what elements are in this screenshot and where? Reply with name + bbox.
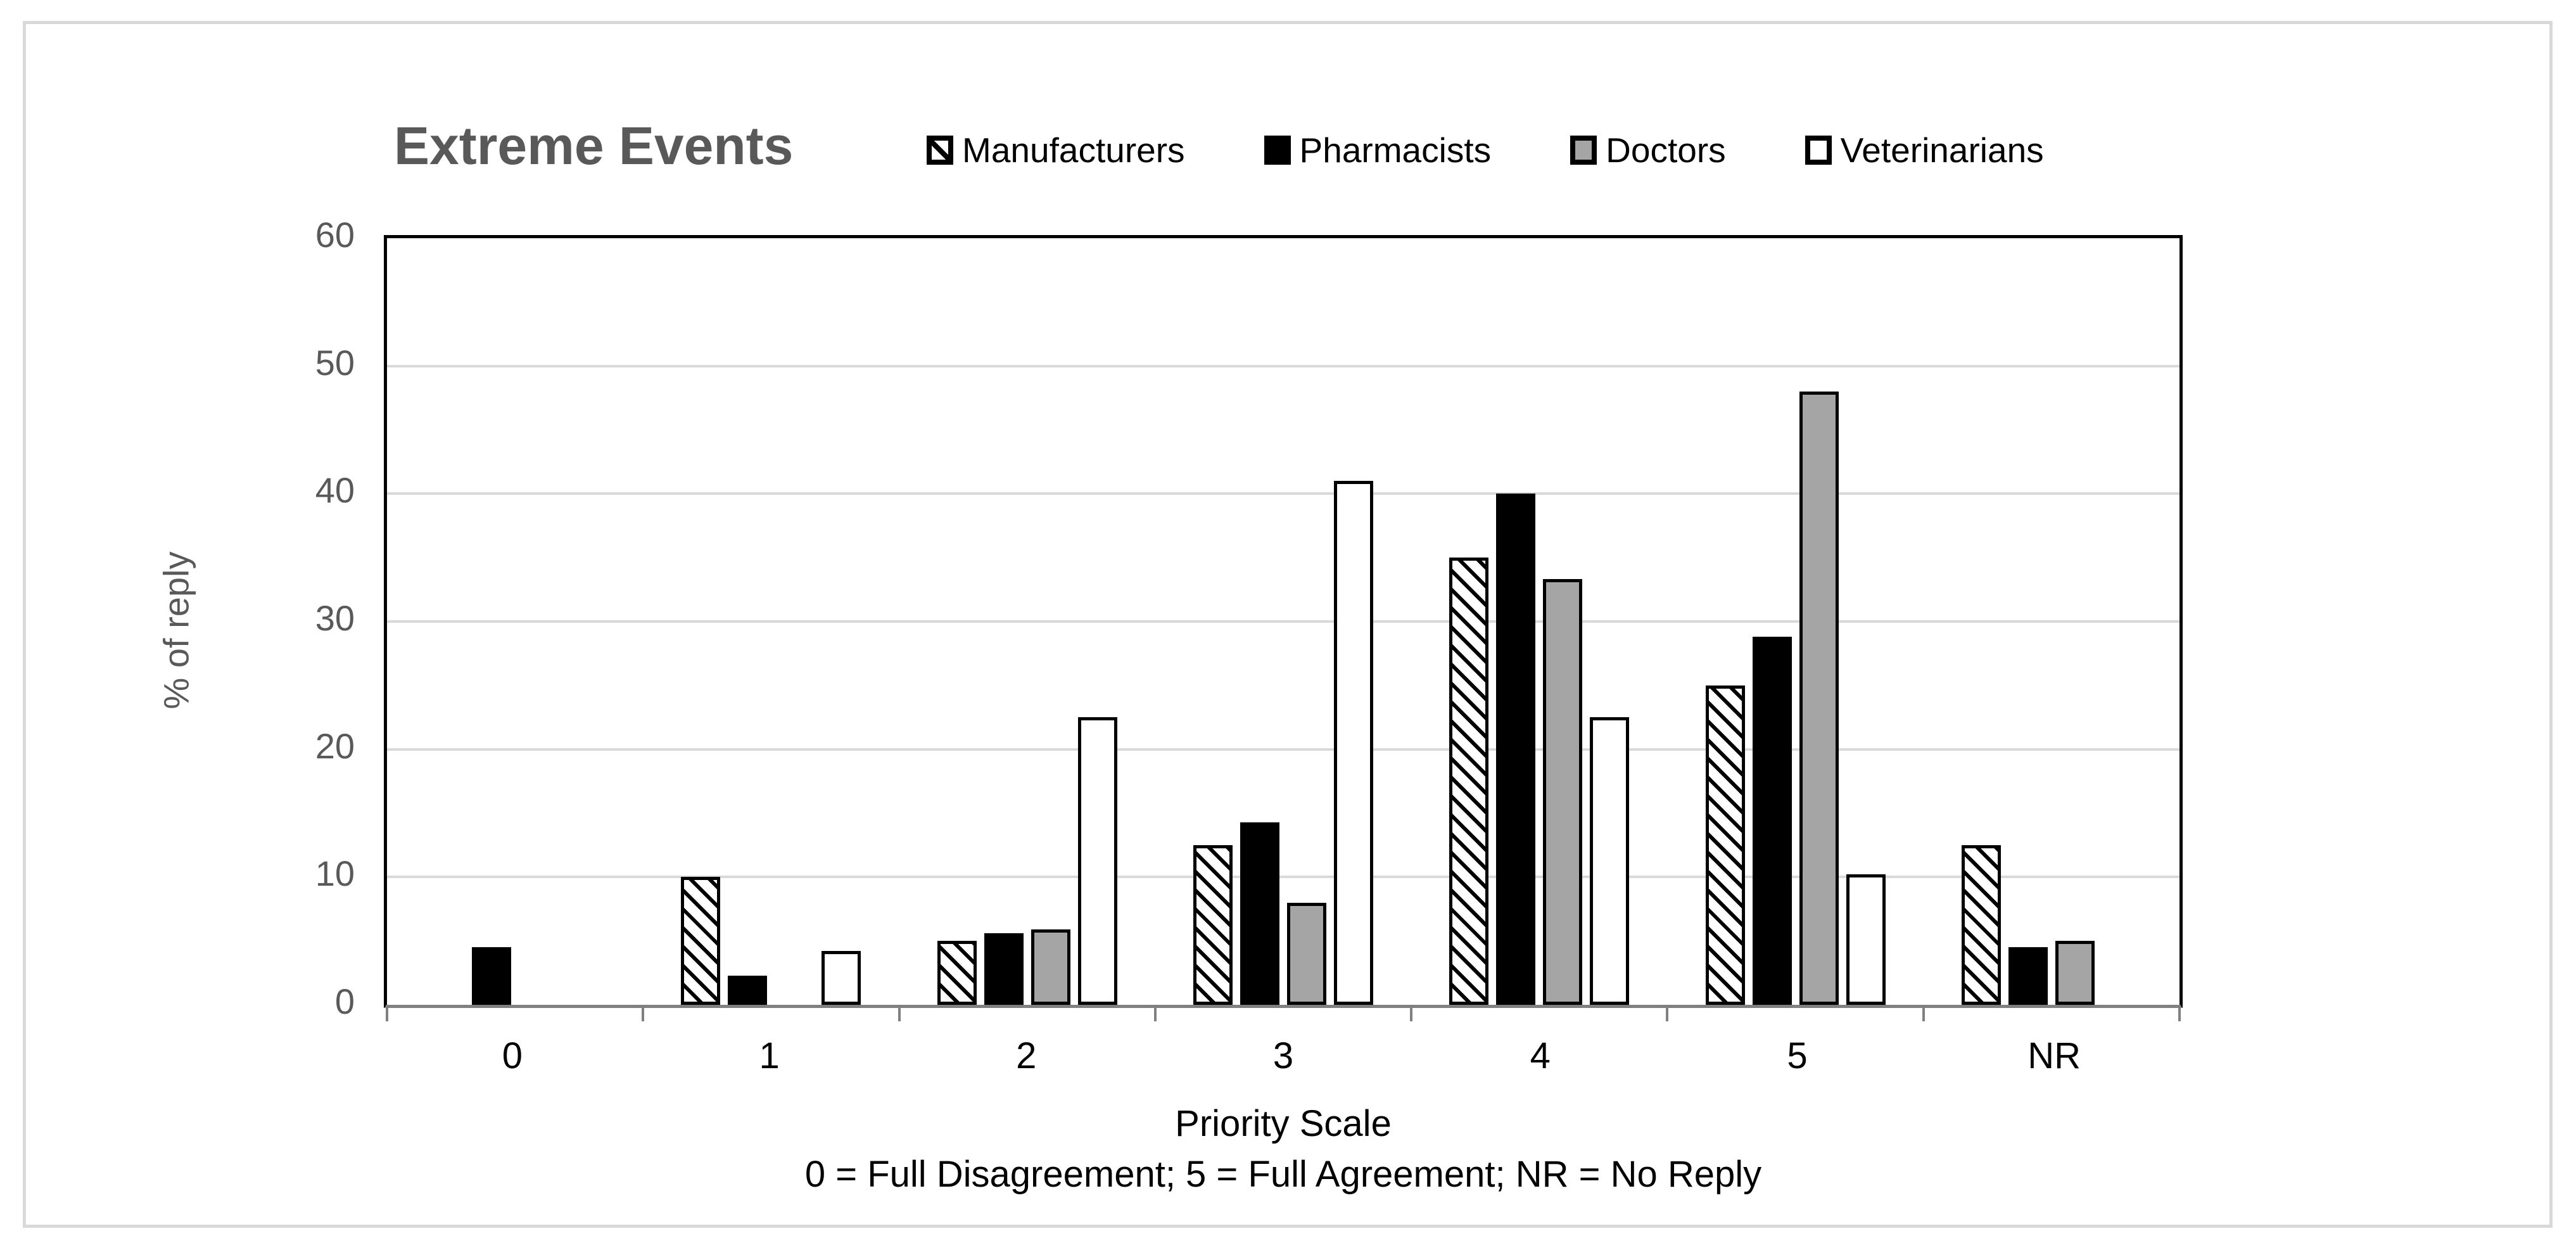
bar-doctors-4 <box>1543 579 1583 1005</box>
y-tick-label-50: 50 <box>315 342 355 383</box>
chart-title: Extreme Events <box>394 116 794 175</box>
gridline-40 <box>387 492 2179 495</box>
legend: Manufacturers Pharmacists Doctors Veterinar… <box>927 132 2044 169</box>
bar-veterinarians-5 <box>1846 874 1886 1005</box>
x-tick-label-4: 4 <box>1530 1035 1551 1076</box>
bar-veterinarians-1 <box>822 951 861 1005</box>
legend-swatch-hatch-icon <box>927 136 953 165</box>
bar-pharmacists-3 <box>1240 822 1279 1005</box>
bar-manufacturers-3 <box>1193 845 1233 1005</box>
y-tick-label-20: 20 <box>315 725 355 766</box>
bar-pharmacists-0 <box>472 947 512 1005</box>
legend-label: Pharmacists <box>1299 130 1492 170</box>
category-group-4 <box>1411 238 1667 1005</box>
x-axis-tick <box>642 1005 645 1021</box>
legend-item-veterinarians: Veterinarians <box>1805 130 2044 170</box>
bar-pharmacists-NR <box>2008 947 2048 1005</box>
bar-manufacturers-NR <box>1961 845 2001 1005</box>
x-axis-tick <box>898 1005 901 1021</box>
legend-swatch-gray-icon <box>1570 136 1597 165</box>
legend-swatch-black-icon <box>1264 136 1291 165</box>
bar-manufacturers-2 <box>937 941 977 1005</box>
bar-manufacturers-1 <box>681 877 721 1005</box>
x-axis-tick <box>2178 1005 2181 1021</box>
category-group-5 <box>1667 238 1923 1005</box>
bar-doctors-3 <box>1286 902 1326 1005</box>
bar-veterinarians-4 <box>1590 717 1630 1005</box>
legend-item-manufacturers: Manufacturers <box>927 130 1185 170</box>
y-tick-label-30: 30 <box>315 598 355 638</box>
bar-pharmacists-1 <box>728 975 768 1005</box>
y-tick-label-0: 0 <box>334 981 355 1021</box>
gridline-10 <box>387 876 2179 879</box>
category-group-1 <box>643 238 899 1005</box>
category-group-2 <box>899 238 1155 1005</box>
x-axis-title: Priority Scale <box>1175 1103 1392 1144</box>
plot-area <box>384 235 2183 1021</box>
gridline-20 <box>387 748 2179 751</box>
gridline-50 <box>387 364 2179 367</box>
y-tick-label-40: 40 <box>315 470 355 511</box>
legend-item-pharmacists: Pharmacists <box>1264 130 1492 170</box>
legend-label: Doctors <box>1606 130 1726 170</box>
x-axis-caption: 0 = Full Disagreement; 5 = Full Agreemen… <box>804 1154 1762 1195</box>
bar-pharmacists-4 <box>1496 494 1536 1005</box>
x-tick-label-3: 3 <box>1272 1035 1294 1076</box>
legend-swatch-white-icon <box>1805 136 1832 165</box>
y-tick-label-60: 60 <box>315 215 355 255</box>
bars-layer <box>387 238 2179 1005</box>
legend-label: Manufacturers <box>962 130 1185 170</box>
x-tick-label-1: 1 <box>759 1035 780 1076</box>
x-tick-label-NR: NR <box>2027 1035 2081 1076</box>
x-axis-tick-labels: 0 1 2 3 4 5 NR <box>384 1034 2183 1078</box>
legend-label: Veterinarians <box>1840 130 2044 170</box>
gridline-30 <box>387 620 2179 623</box>
bar-veterinarians-2 <box>1077 717 1117 1005</box>
bar-doctors-NR <box>2055 941 2095 1005</box>
x-axis-tick <box>1922 1005 1925 1021</box>
bar-doctors-5 <box>1799 392 1839 1005</box>
x-axis-tick <box>1410 1005 1413 1021</box>
x-axis-tick <box>386 1005 388 1021</box>
bar-manufacturers-4 <box>1449 558 1489 1005</box>
x-tick-label-5: 5 <box>1787 1035 1808 1076</box>
legend-item-doctors: Doctors <box>1570 130 1726 170</box>
x-axis-tick <box>1153 1005 1157 1021</box>
bar-pharmacists-5 <box>1752 637 1792 1005</box>
category-group-0 <box>387 238 643 1005</box>
x-tick-label-2: 2 <box>1016 1035 1037 1076</box>
bar-veterinarians-3 <box>1333 481 1373 1005</box>
x-tick-label-0: 0 <box>502 1035 523 1076</box>
y-axis-tick-labels: 0 10 20 30 40 50 60 <box>228 215 355 1021</box>
category-group-NR <box>1924 238 2179 1005</box>
category-group-3 <box>1155 238 1411 1005</box>
bar-doctors-2 <box>1031 929 1070 1005</box>
y-axis-title: % of reply <box>156 551 196 710</box>
bar-pharmacists-2 <box>984 933 1024 1005</box>
bar-manufacturers-5 <box>1705 685 1745 1005</box>
x-axis-tick <box>1666 1005 1669 1021</box>
y-tick-label-10: 10 <box>315 853 355 894</box>
